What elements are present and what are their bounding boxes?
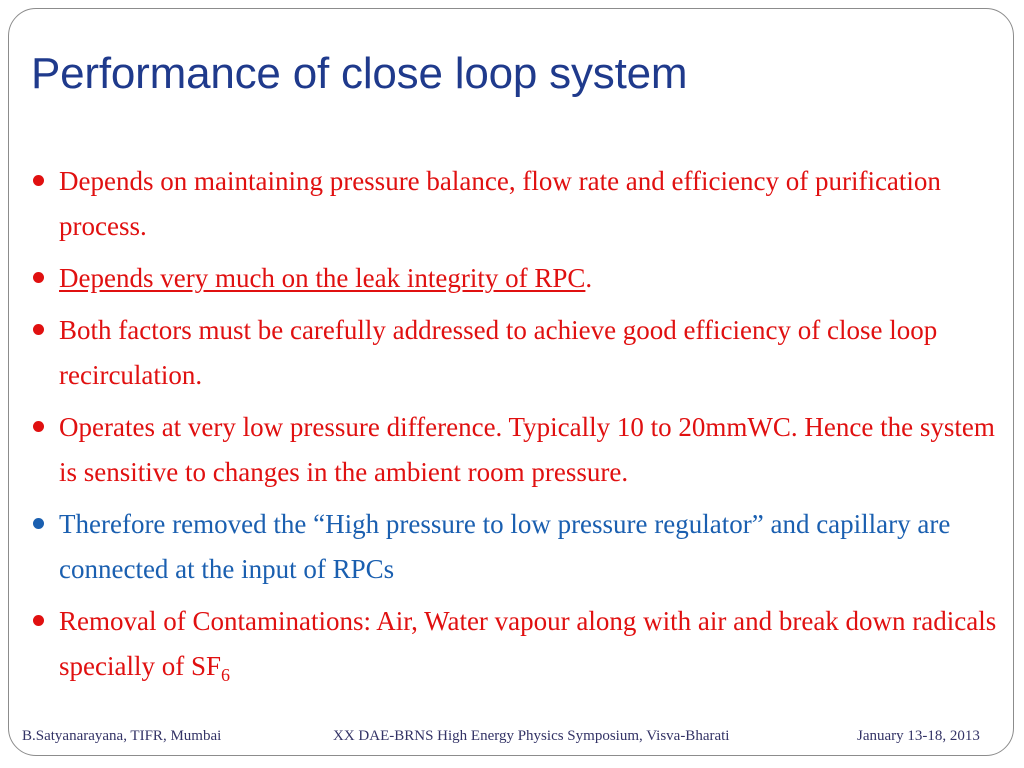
bullet-item: Removal of Contaminations: Air, Water va… [31, 599, 1016, 689]
bullet-item: Operates at very low pressure difference… [31, 405, 1016, 495]
bullet-text: Removal of Contaminations: Air, Water va… [59, 606, 997, 681]
slide-frame: Performance of close loop system Depends… [8, 8, 1014, 756]
footer-event: XX DAE-BRNS High Energy Physics Symposiu… [333, 728, 730, 744]
bullet-text: Operates at very low pressure difference… [59, 412, 995, 487]
bullet-dot-icon [33, 421, 44, 432]
bullet-dot-icon [33, 272, 44, 283]
bullet-subscript: 6 [221, 665, 230, 685]
bullet-list: Depends on maintaining pressure balance,… [31, 159, 1016, 696]
bullet-text: Depends on maintaining pressure balance,… [59, 166, 941, 241]
bullet-dot-icon [33, 615, 44, 626]
bullet-text-suffix: . [585, 263, 593, 293]
footer-date: January 13-18, 2013 [857, 728, 980, 744]
bullet-item: Therefore removed the “High pressure to … [31, 502, 1016, 592]
bullet-text-underlined: Depends very much on the leak integrity … [59, 263, 586, 293]
bullet-text: Therefore removed the “High pressure to … [59, 509, 951, 584]
bullet-item: Both factors must be carefully addressed… [31, 308, 1016, 398]
bullet-dot-icon [33, 518, 44, 529]
bullet-text: Both factors must be carefully addressed… [59, 315, 938, 390]
bullet-item: Depends very much on the leak integrity … [31, 256, 1016, 301]
bullet-item: Depends on maintaining pressure balance,… [31, 159, 1016, 249]
footer-author: B.Satyanarayana, TIFR, Mumbai [22, 728, 222, 744]
bullet-dot-icon [33, 175, 44, 186]
bullet-dot-icon [33, 324, 44, 335]
slide-title: Performance of close loop system [31, 49, 688, 98]
